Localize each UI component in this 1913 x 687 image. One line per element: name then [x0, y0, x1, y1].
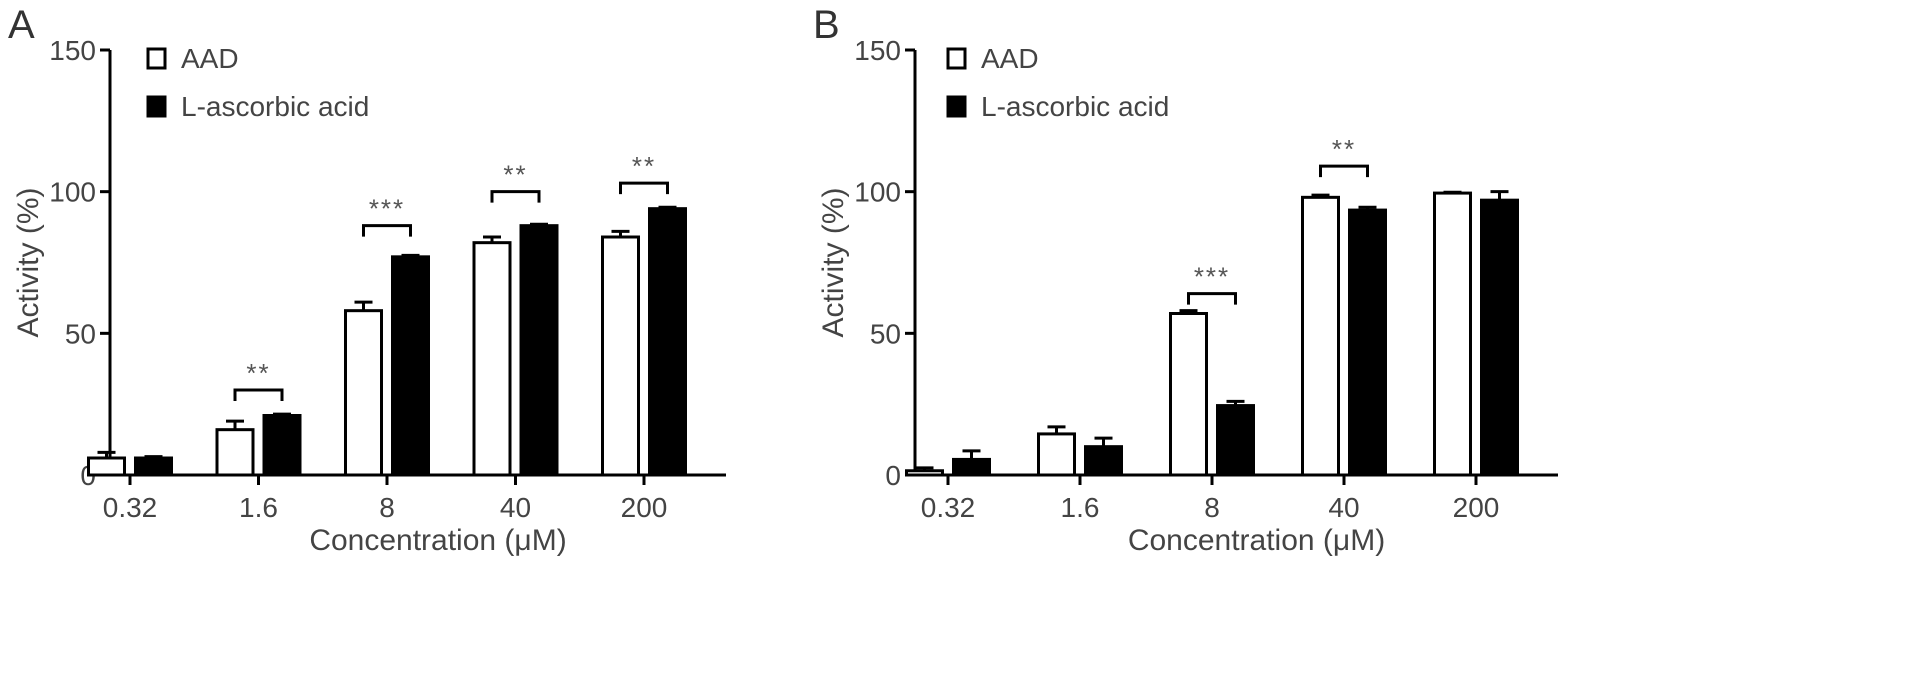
significance-label: *** [1194, 262, 1230, 292]
significance-bracket [233, 388, 284, 401]
x-tick-label: 8 [1204, 492, 1220, 523]
y-tick-label: 100 [854, 177, 901, 208]
bar-aad [1301, 195, 1340, 477]
significance-bracket [490, 190, 541, 203]
bar-l-ascorbic-acid [391, 255, 430, 477]
legend-label-aad: AAD [181, 43, 239, 74]
legend-swatch-aad [146, 47, 167, 70]
bar-l-ascorbic-acid [1084, 445, 1123, 477]
panel-label: A [8, 3, 35, 47]
bar-aad [472, 241, 512, 477]
significance-bracket [362, 224, 412, 237]
bar-aad [1037, 432, 1076, 477]
panel-label: B [813, 3, 840, 47]
legend-swatch-l-ascorbic-acid [146, 95, 167, 118]
legend-label-l-ascorbic-acid: L-ascorbic acid [181, 91, 369, 122]
y-tick-label: 0 [885, 460, 901, 491]
x-axis-title: Concentration (μM) [309, 524, 566, 557]
x-tick-label: 200 [621, 492, 668, 523]
bar-aad [344, 309, 383, 477]
significance-label: ** [246, 358, 270, 388]
bar-aad [1433, 191, 1472, 477]
legend-label-aad: AAD [981, 43, 1039, 74]
significance-label: ** [1332, 134, 1356, 164]
bar-l-ascorbic-acid [648, 207, 687, 477]
x-tick-label: 200 [1453, 492, 1500, 523]
significance-bracket [1187, 292, 1237, 305]
chart-panel-b: B 0 50 100 150 Activity (%) 0.32 1.6 8 40 200 Conce… [813, 3, 1558, 557]
y-tick-label: 150 [49, 35, 96, 66]
chart-panel-a: A050100150Activity (%)0.321.6840200Conce… [8, 3, 726, 557]
x-tick-label: 1.6 [239, 492, 278, 523]
significance-bracket [619, 181, 669, 195]
legend-swatch-aad [946, 47, 967, 70]
x-tick-label: 40 [500, 492, 531, 523]
y-tick-label: 100 [49, 177, 96, 208]
y-axis-title: Activity (%) [817, 188, 850, 338]
x-tick-label: 8 [379, 492, 395, 523]
bar-aad [1169, 312, 1208, 477]
y-tick-label: 50 [65, 318, 96, 349]
bar-l-ascorbic-acid [262, 414, 302, 477]
bar-l-ascorbic-acid [519, 224, 559, 477]
y-tick-label: 50 [870, 318, 901, 349]
significance-label: ** [503, 160, 527, 190]
significance-label: ** [632, 151, 656, 181]
bar-aad [87, 456, 126, 477]
bar-aad [601, 235, 640, 477]
legend-swatch-l-ascorbic-acid [946, 95, 967, 118]
x-tick-label: 0.32 [103, 492, 158, 523]
bar-l-ascorbic-acid [134, 456, 173, 477]
y-tick-label: 150 [854, 35, 901, 66]
bar-l-ascorbic-acid [1216, 404, 1255, 477]
x-tick-label: 40 [1328, 492, 1359, 523]
x-tick-label: 0.32 [921, 492, 976, 523]
x-tick-label: 1.6 [1061, 492, 1100, 523]
y-axis-title: Activity (%) [12, 188, 45, 338]
significance-label: *** [369, 194, 405, 224]
significance-bracket [1319, 164, 1369, 178]
bar-l-ascorbic-acid [1348, 208, 1387, 477]
bar-l-ascorbic-acid [952, 457, 991, 477]
legend-label-l-ascorbic-acid: L-ascorbic acid [981, 91, 1169, 122]
bar-aad [905, 469, 944, 477]
bar-l-ascorbic-acid [1480, 198, 1519, 477]
x-axis-title: Concentration (μM) [1128, 524, 1385, 557]
bar-aad [215, 428, 255, 477]
